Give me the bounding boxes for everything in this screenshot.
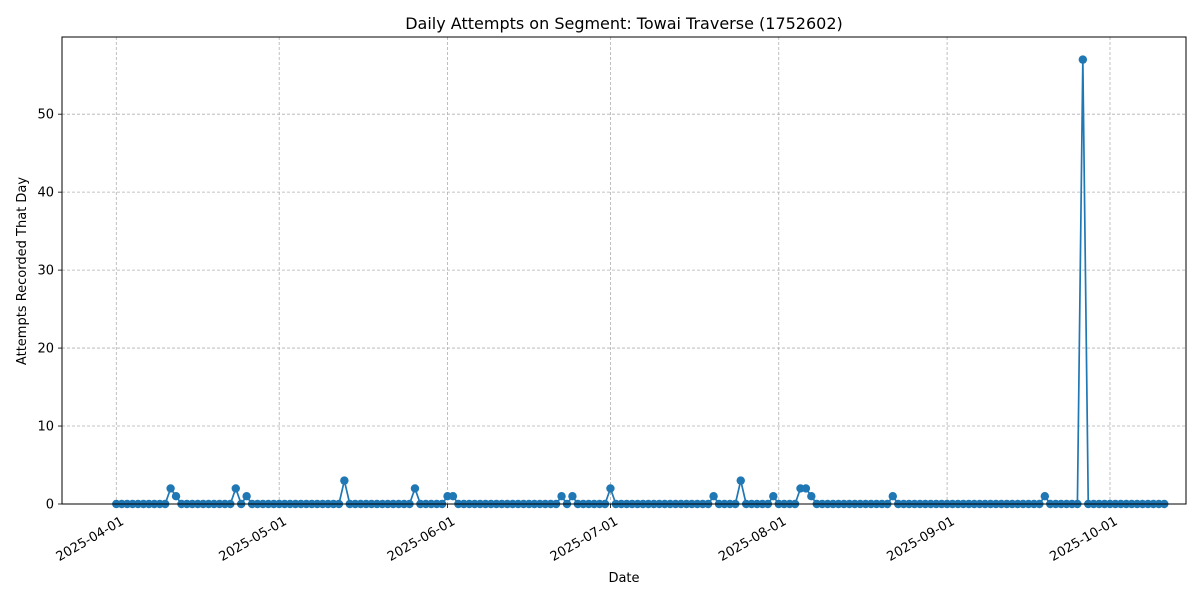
series-line [116,58,1165,505]
x-tick-label: 2025-06-01 [385,514,458,565]
grid [62,37,1186,505]
series [112,55,1169,509]
data-point [1040,492,1050,501]
data-point [769,492,778,501]
data-point [166,484,175,493]
data-point [1078,55,1088,64]
x-tick-label: 2025-05-01 [217,514,290,565]
plot-frame [61,36,1187,505]
data-point [801,484,811,493]
y-tick-label: 50 [37,108,54,123]
y-tick-label: 40 [37,186,54,201]
y-tick-label: 20 [37,342,54,357]
data-point [606,484,615,493]
y-tick-label: 30 [37,264,54,279]
data-point [242,492,251,501]
data-point [709,492,718,501]
data-point [410,484,420,493]
data-point [171,492,181,501]
x-tick-label: 2025-09-01 [885,514,958,565]
y-tick-label: 10 [37,420,54,435]
axis-ticks: 2025-04-01 2025-05-01 2025-06-01 2025-07-01… [37,108,1120,565]
x-tick-label: 2025-04-01 [54,514,127,565]
data-point [231,484,240,493]
data-point [557,492,566,501]
chart-title: Daily Attempts on Segment: Towai Travers… [405,14,843,33]
data-point [448,492,458,501]
data-point [568,492,577,501]
data-point [736,476,745,485]
data-point [340,476,349,485]
x-axis-label: Date [608,571,639,586]
data-point [888,492,897,501]
data-point [807,492,816,501]
y-tick-label: 0 [46,498,54,513]
x-tick-label: 2025-08-01 [716,514,789,565]
x-tick-label: 2025-07-01 [548,514,621,565]
x-tick-label: 2025-10-01 [1047,514,1120,565]
y-axis-label: Attempts Recorded That Day [15,177,30,365]
